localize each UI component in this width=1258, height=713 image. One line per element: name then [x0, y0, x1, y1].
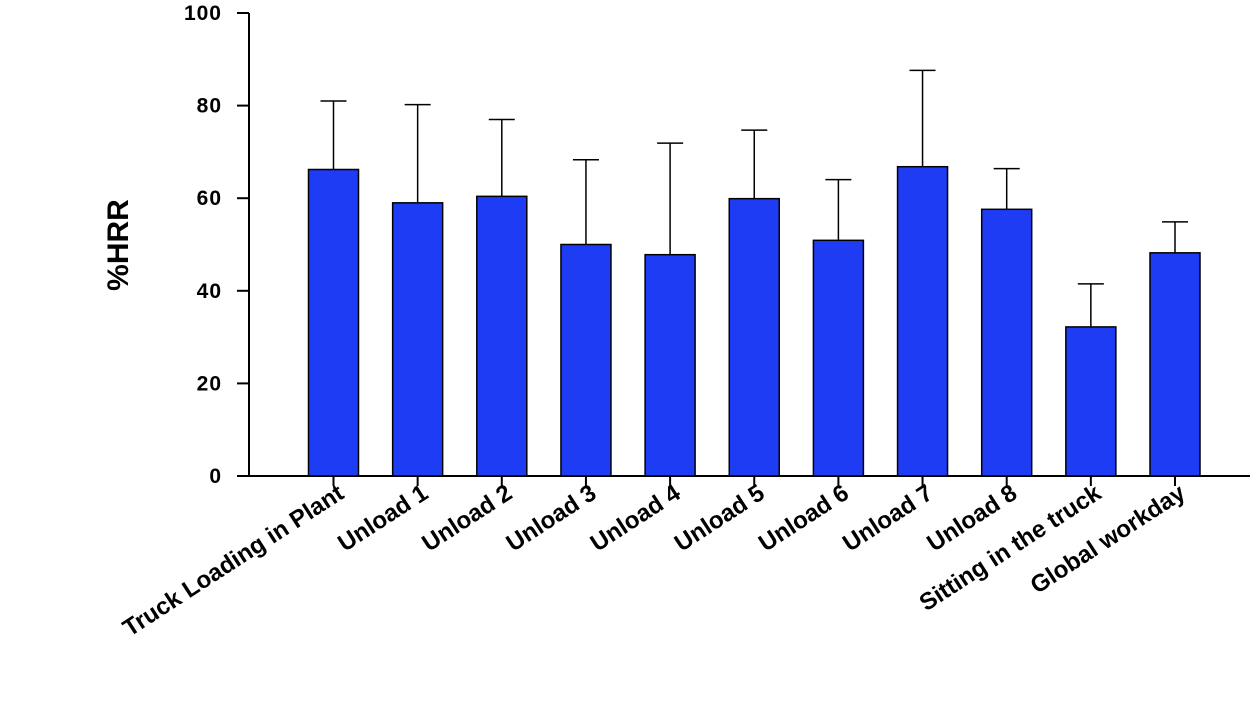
category-label: Truck Loading in Plant — [118, 479, 349, 642]
y-tick-label: 20 — [197, 372, 222, 395]
y-tick-label: 60 — [197, 187, 222, 210]
bar — [1149, 252, 1201, 477]
bar — [812, 239, 865, 477]
bar — [476, 195, 528, 477]
bar — [728, 197, 780, 477]
bar — [980, 208, 1033, 477]
bar — [644, 253, 696, 477]
bar — [391, 202, 444, 477]
category-label: Unload 1 — [333, 479, 433, 557]
category-label: Unload 4 — [586, 479, 686, 557]
category-label: Unload 7 — [838, 479, 938, 557]
y-tick-label: 40 — [197, 280, 222, 303]
bar — [560, 243, 612, 477]
y-axis-title: %HRR — [102, 199, 135, 291]
error-bars — [320, 69, 1188, 327]
bar — [1065, 326, 1117, 477]
y-tick-label: 80 — [197, 95, 222, 118]
bar — [307, 168, 360, 477]
bars — [307, 165, 1201, 477]
category-label: Unload 2 — [417, 479, 517, 557]
y-tick-label: 0 — [209, 465, 222, 488]
y-tick-labels: 0 20 40 60 80 100 — [184, 2, 222, 488]
y-tick-label: 100 — [184, 2, 222, 25]
category-label: Global workday — [1026, 479, 1191, 599]
category-label: Unload 3 — [502, 479, 602, 557]
category-label: Unload 6 — [754, 479, 854, 557]
category-label: Unload 5 — [670, 479, 770, 557]
bar — [896, 165, 949, 477]
